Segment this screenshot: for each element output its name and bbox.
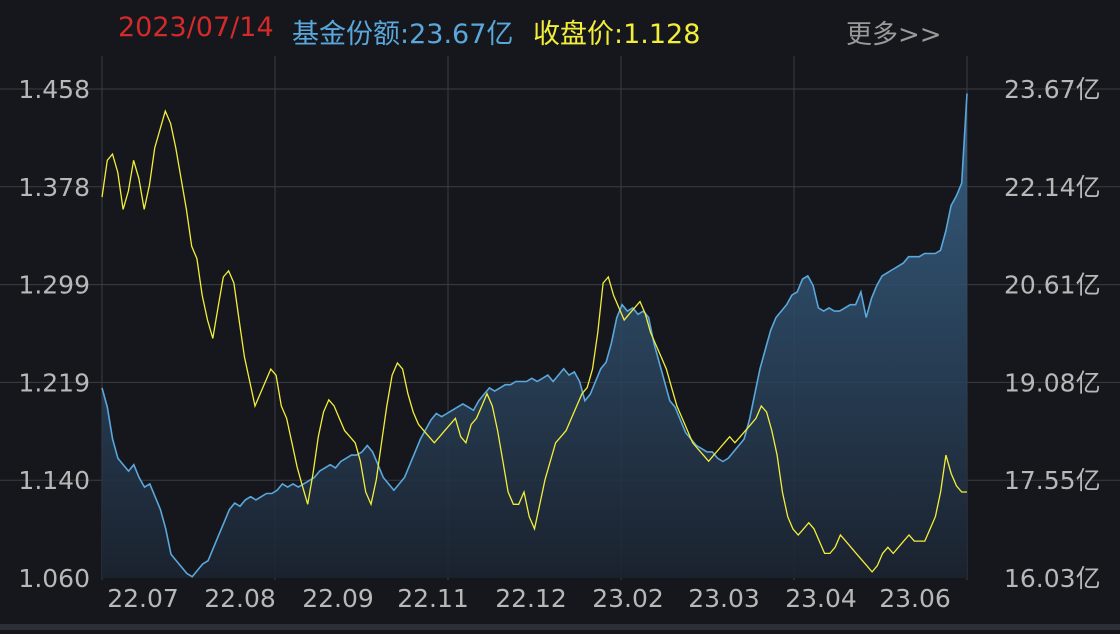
y-right-tick: 22.14亿 xyxy=(1004,173,1101,202)
header-fund-share: 基金份额:23.67亿 xyxy=(292,19,514,50)
y-right-tick: 16.03亿 xyxy=(1004,564,1101,593)
x-tick: 22.09 xyxy=(302,584,374,613)
y-left-tick: 1.378 xyxy=(18,173,90,202)
x-tick: 22.07 xyxy=(107,584,179,613)
y-right-tick: 20.61亿 xyxy=(1004,271,1101,300)
close-price-line xyxy=(101,109,967,573)
y-right-tick: 17.55亿 xyxy=(1004,466,1101,495)
header-close-price: 收盘价:1.128 xyxy=(533,19,701,50)
y-left-tick: 1.458 xyxy=(18,75,90,104)
bottom-scrollbar xyxy=(0,624,1120,630)
y-left-tick: 1.140 xyxy=(18,466,90,495)
x-tick: 22.12 xyxy=(495,584,567,613)
x-tick: 22.08 xyxy=(204,584,276,613)
x-tick: 22.11 xyxy=(397,584,469,613)
x-tick: 23.04 xyxy=(785,584,857,613)
x-tick: 23.06 xyxy=(879,584,951,613)
more-link[interactable]: 更多>> xyxy=(846,20,942,50)
y-left-tick: 1.299 xyxy=(18,271,90,300)
x-tick: 23.02 xyxy=(592,584,664,613)
x-tick: 23.03 xyxy=(688,584,760,613)
fund-share-area xyxy=(102,93,967,578)
fund-share-line xyxy=(101,93,968,578)
header-date: 2023/07/14 xyxy=(118,12,274,43)
y-left-tick: 1.219 xyxy=(18,368,90,397)
y-left-tick: 1.060 xyxy=(18,564,90,593)
y-right-tick: 23.67亿 xyxy=(1004,75,1101,104)
y-right-tick: 19.08亿 xyxy=(1004,368,1101,397)
